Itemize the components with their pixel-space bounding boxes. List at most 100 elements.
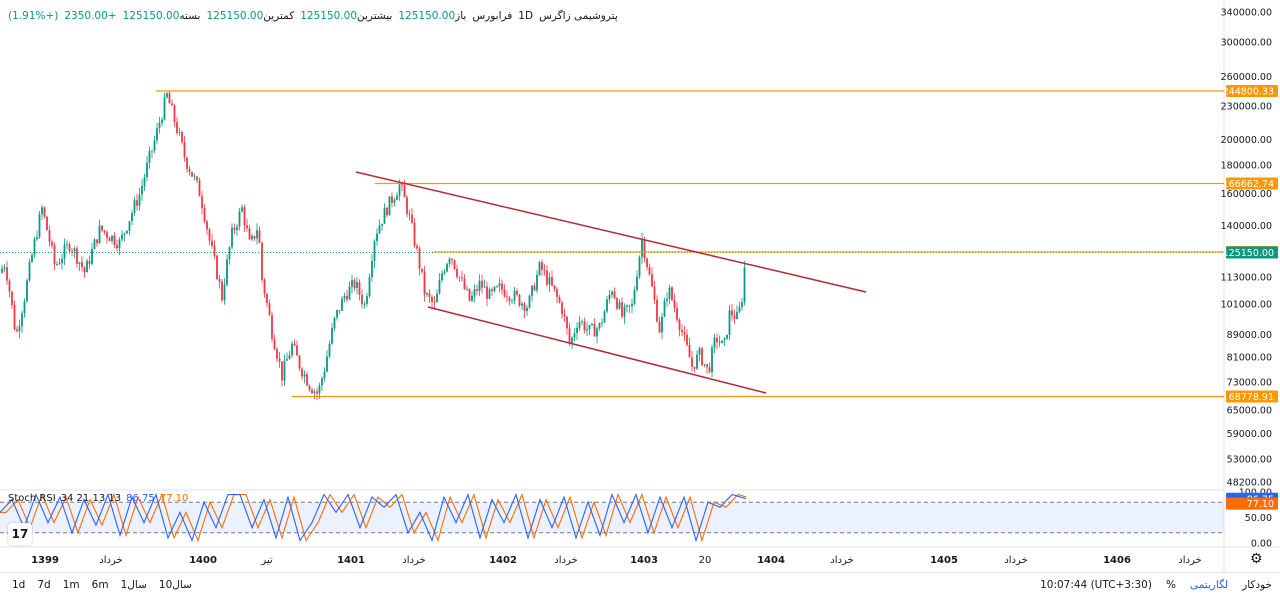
candle-body [713,337,716,348]
candle [208,227,211,246]
tradingview-logo[interactable]: 17 [8,523,32,545]
log-toggle[interactable]: لگاریتمی [1189,579,1229,591]
candle [376,228,378,246]
candle [513,286,516,305]
time-tick-label: خرداد [99,555,122,566]
candle-body [541,262,543,270]
candle [101,225,103,233]
candle [146,156,148,182]
price-tag-text: 166662.74 [1223,179,1274,190]
candle [541,259,543,276]
candle-body [353,280,356,288]
candle-body [543,269,546,271]
candle [381,223,383,231]
candle [466,285,468,291]
candle [296,340,298,356]
percent-toggle[interactable]: % [1165,579,1176,591]
candle [336,309,338,321]
rsi-name: Stoch RSI [8,493,56,504]
candle-body [628,305,631,307]
candle-body [326,356,328,372]
candle [426,291,428,298]
clock-time[interactable]: 10:07:44 (UTC+3:30) [1040,579,1152,591]
candle-body [156,128,158,141]
period-1m[interactable]: 1m [62,579,80,591]
candle-body [81,262,83,268]
candle-body [601,322,603,324]
candle [163,92,166,121]
candle-body [413,222,416,246]
period-1y[interactable]: 1سال [120,579,147,591]
candle [591,322,593,326]
price-tag-text: 125150.00 [1223,248,1274,259]
candle [703,364,706,368]
candle [91,242,93,266]
candle-body [138,194,141,206]
legend-symbol: پتروشیمی زاگرس [539,10,618,22]
settings-gear-icon[interactable]: ⚙ [1250,551,1263,567]
price-tag-bg [1226,85,1278,98]
period-10y[interactable]: 10سال [158,579,192,591]
candle [668,284,671,305]
candle-body [453,260,456,269]
candle-body [136,200,138,206]
candle [238,207,241,231]
candle [298,354,301,371]
time-tick-label: 1401 [337,555,365,566]
period-1d[interactable]: 1d [12,579,26,591]
auto-toggle[interactable]: خودکار [1242,579,1272,591]
candle [508,295,511,306]
candle [73,246,76,259]
price-tick-label: 65000.00 [1227,406,1272,417]
candle [478,274,481,297]
candle-body [586,328,588,331]
candle [258,226,261,243]
candle [236,223,238,237]
period-7d[interactable]: 7d [37,579,51,591]
stoch-rsi-legend[interactable]: Stoch RSI 34 21 13 13 86.75 77.10 [8,493,188,504]
candle-body [518,294,521,306]
candle-body [248,228,251,240]
time-tick-label: 1399 [31,555,59,566]
candle [176,116,178,136]
candle [448,256,451,268]
candle [366,292,368,307]
candle [696,350,698,370]
candle [638,255,641,279]
time-tick-label: خرداد [1004,555,1027,566]
candle [391,192,393,208]
price-chart[interactable]: 340000.00 300000.00 260000.00 230000.00 2000… [0,0,1280,572]
candle-body [718,342,721,344]
candle-body [176,122,178,133]
candle [568,322,571,347]
candle [273,334,276,350]
candle [606,295,608,314]
candle-body [238,211,241,227]
candle-body [666,298,668,301]
candle [681,324,683,337]
candle [493,286,496,293]
candle-body [513,290,516,301]
candle-body [478,280,481,291]
candle-body [43,207,46,217]
candle [533,282,536,292]
candle [558,294,561,304]
rsi-tag: 77.10 [1226,497,1278,510]
candle [126,230,128,235]
candle-body [626,305,628,307]
candle-body [133,200,136,213]
candle-body [688,344,691,358]
candle [108,236,111,241]
candle [53,242,56,271]
candle-body [343,295,346,299]
candle [521,301,523,311]
candle-body [153,140,156,151]
candle-body [621,302,623,317]
rsi-tick-label: 0.00 [1251,539,1272,550]
candle-body [21,313,23,327]
candle-body [533,285,536,291]
candle-body [571,337,573,343]
upper-channel-line [355,171,867,293]
period-6m[interactable]: 6m [91,579,109,591]
candle-body [193,176,196,178]
